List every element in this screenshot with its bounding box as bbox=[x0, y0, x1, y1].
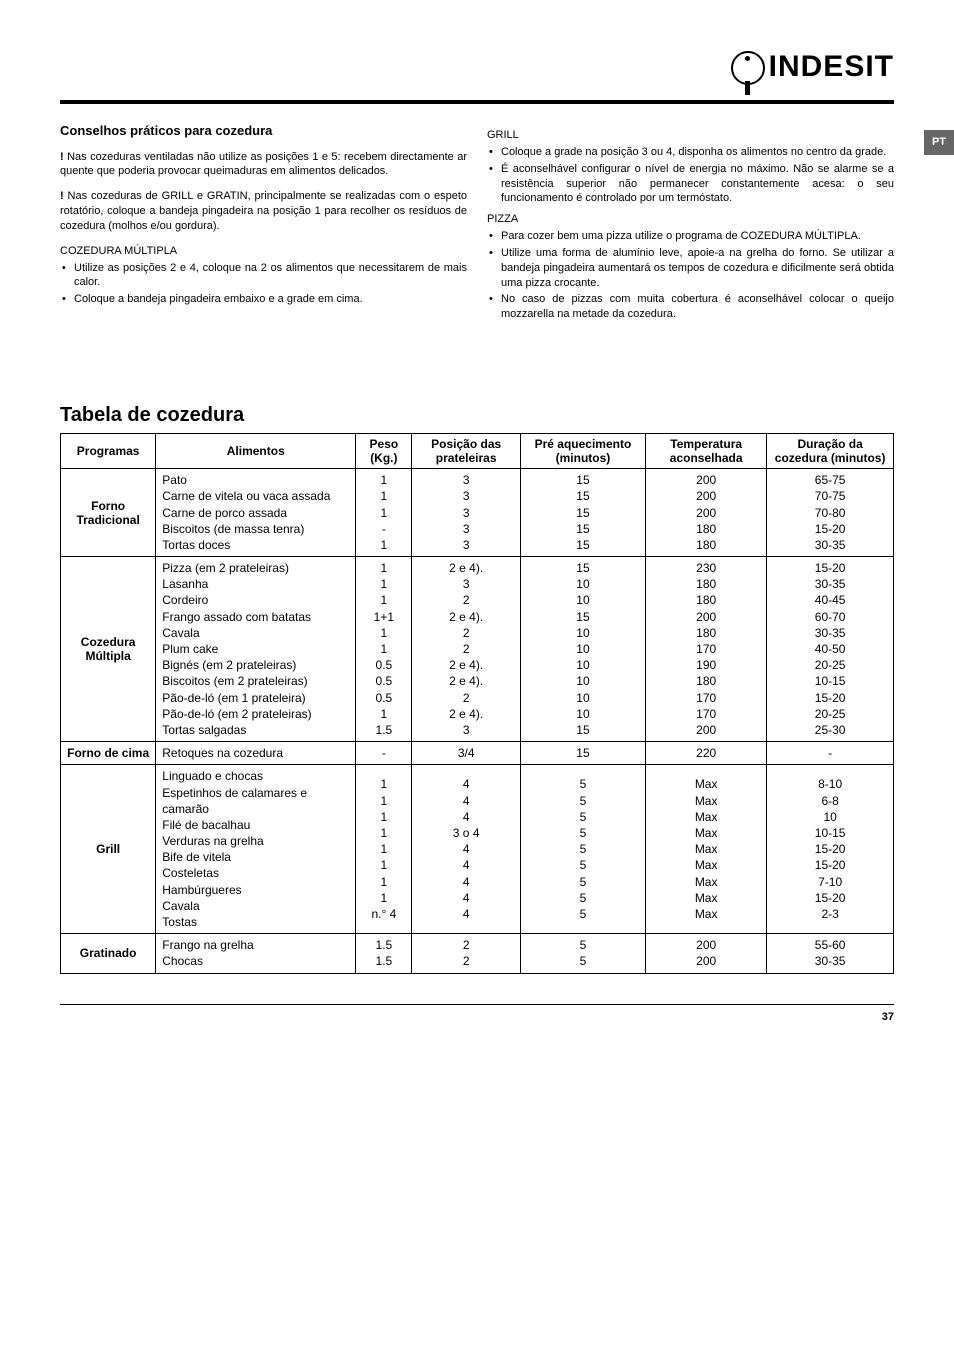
th-pre: Pré aquecimento (minutos) bbox=[520, 434, 645, 469]
cell-pos: 22 bbox=[412, 934, 520, 973]
cell-temp: 200200 bbox=[646, 934, 767, 973]
list-item: Coloque a bandeja pingadeira embaixo e a… bbox=[60, 292, 467, 307]
cell-foods: Frango na grelhaChocas bbox=[156, 934, 356, 973]
top-rule bbox=[60, 100, 894, 104]
cell-temp: MaxMaxMaxMaxMaxMaxMaxMaxMax bbox=[646, 765, 767, 934]
subhead-multipla: COZEDURA MÚLTIPLA bbox=[60, 244, 467, 259]
cell-program: Gratinado bbox=[61, 934, 156, 973]
bullets-pizza: Para cozer bem uma pizza utilize o progr… bbox=[487, 229, 894, 322]
cell-pre: 1510101510101010101015 bbox=[520, 557, 645, 742]
cell-program: Forno de cima bbox=[61, 742, 156, 765]
bullets-multipla: Utilize as posições 2 e 4, coloque na 2 … bbox=[60, 261, 467, 308]
cell-foods: Pizza (em 2 prateleiras)LasanhaCordeiroF… bbox=[156, 557, 356, 742]
cell-pos: 3/4 bbox=[412, 742, 520, 765]
cell-dur: - bbox=[767, 742, 894, 765]
cell-dur: 15-2030-3540-4560-7030-3540-5020-2510-15… bbox=[767, 557, 894, 742]
cell-temp: 230180180200180170190180170170200 bbox=[646, 557, 767, 742]
list-item: Coloque a grade na posição 3 ou 4, dispo… bbox=[487, 145, 894, 160]
logo-text: INDESIT bbox=[769, 50, 894, 83]
cell-pos: 33333 bbox=[412, 469, 520, 557]
language-tab: PT bbox=[924, 130, 954, 155]
cell-peso: - bbox=[356, 742, 412, 765]
table-row: GrillLinguado e chocasEspetinhos de cala… bbox=[61, 765, 894, 934]
page-number: 37 bbox=[882, 1011, 894, 1023]
cell-dur: 8-106-81010-1515-2015-207-1015-202-3 bbox=[767, 765, 894, 934]
right-column: GRILL Coloque a grade na posição 3 ou 4,… bbox=[487, 122, 894, 324]
section-heading: Conselhos práticos para cozedura bbox=[60, 122, 467, 140]
cell-peso: 11111111n.° 4 bbox=[356, 765, 412, 934]
table-title: Tabela de cozedura bbox=[60, 404, 894, 427]
table-row: Cozedura MúltiplaPizza (em 2 prateleiras… bbox=[61, 557, 894, 742]
brand-logo: INDESIT bbox=[731, 50, 894, 85]
cell-pre: 1515151515 bbox=[520, 469, 645, 557]
th-dur: Duração da cozedura (minutos) bbox=[767, 434, 894, 469]
th-alimentos: Alimentos bbox=[156, 434, 356, 469]
cell-program: Cozedura Múltipla bbox=[61, 557, 156, 742]
cell-dur: 65-7570-7570-8015-2030-35 bbox=[767, 469, 894, 557]
cooking-table: Programas Alimentos Peso (Kg.) Posição d… bbox=[60, 433, 894, 973]
cell-program: Grill bbox=[61, 765, 156, 934]
table-header-row: Programas Alimentos Peso (Kg.) Posição d… bbox=[61, 434, 894, 469]
left-column: Conselhos práticos para cozedura ! Nas c… bbox=[60, 122, 467, 324]
subhead-pizza: PIZZA bbox=[487, 212, 894, 227]
cell-pre: 555555555 bbox=[520, 765, 645, 934]
list-item: É aconselhável configurar o nível de ene… bbox=[487, 162, 894, 207]
paragraph-1: ! Nas cozeduras ventiladas não utilize a… bbox=[60, 150, 467, 180]
list-item: No caso de pizzas com muita cobertura é … bbox=[487, 292, 894, 322]
table-row: Forno TradicionalPatoCarne de vitela ou … bbox=[61, 469, 894, 557]
th-programas: Programas bbox=[61, 434, 156, 469]
cell-foods: PatoCarne de vitela ou vaca assadaCarne … bbox=[156, 469, 356, 557]
list-item: Utilize as posições 2 e 4, coloque na 2 … bbox=[60, 261, 467, 291]
cell-dur: 55-6030-35 bbox=[767, 934, 894, 973]
bottom-rule bbox=[60, 1004, 894, 1005]
cell-pre: 55 bbox=[520, 934, 645, 973]
cell-temp: 220 bbox=[646, 742, 767, 765]
cell-program: Forno Tradicional bbox=[61, 469, 156, 557]
th-posicao: Posição das prateleiras bbox=[412, 434, 520, 469]
table-row: GratinadoFrango na grelhaChocas1.51.5225… bbox=[61, 934, 894, 973]
list-item: Utilize uma forma de alumínio leve, apoi… bbox=[487, 246, 894, 291]
cell-foods: Linguado e chocasEspetinhos de calamares… bbox=[156, 765, 356, 934]
paragraph-2: ! Nas cozeduras de GRILL e GRATIN, princ… bbox=[60, 189, 467, 234]
cell-pos: 4443 o 444444 bbox=[412, 765, 520, 934]
cell-peso: 1.51.5 bbox=[356, 934, 412, 973]
cell-pos: 2 e 4).322 e 4).222 e 4).2 e 4).22 e 4).… bbox=[412, 557, 520, 742]
cell-temp: 200200200180180 bbox=[646, 469, 767, 557]
th-temp: Temperatura aconselhada bbox=[646, 434, 767, 469]
content-columns: Conselhos práticos para cozedura ! Nas c… bbox=[60, 122, 894, 324]
table-row: Forno de cimaRetoques na cozedura-3/4152… bbox=[61, 742, 894, 765]
cell-foods: Retoques na cozedura bbox=[156, 742, 356, 765]
cell-pre: 15 bbox=[520, 742, 645, 765]
list-item: Para cozer bem uma pizza utilize o progr… bbox=[487, 229, 894, 244]
cell-peso: 1111+1110.50.50.511.5 bbox=[356, 557, 412, 742]
subhead-grill: GRILL bbox=[487, 128, 894, 143]
cell-peso: 111-1 bbox=[356, 469, 412, 557]
bullets-grill: Coloque a grade na posição 3 ou 4, dispo… bbox=[487, 145, 894, 206]
th-peso: Peso (Kg.) bbox=[356, 434, 412, 469]
